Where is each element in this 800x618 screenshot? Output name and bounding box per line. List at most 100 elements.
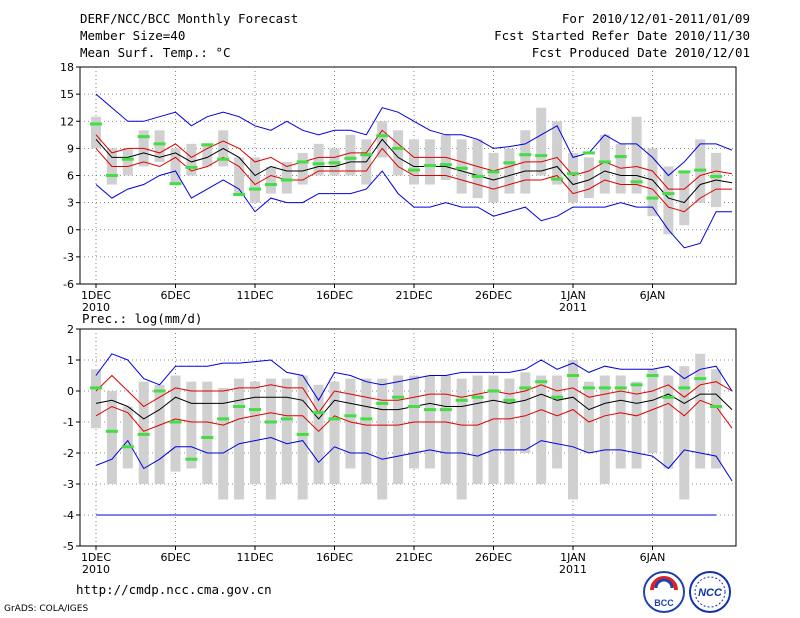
source-url[interactable]: http://cmdp.ncc.cma.gov.cn	[76, 582, 272, 597]
min-line	[95, 436, 733, 482]
observed-marker	[296, 432, 309, 436]
ensemble-box	[631, 116, 642, 194]
observed-marker	[233, 192, 246, 196]
x-tick-label: 1DEC	[81, 551, 111, 564]
observed-marker	[678, 170, 691, 174]
chart-title: DERF/NCC/BCC Monthly Forecast	[80, 11, 299, 26]
plot-frame	[79, 328, 737, 547]
ensemble-box	[377, 378, 388, 500]
observed-marker	[137, 135, 150, 139]
observed-marker	[312, 162, 325, 166]
observed-marker	[90, 122, 102, 126]
observed-marker	[201, 143, 214, 147]
ensemble-box	[250, 381, 260, 484]
ensemble-box	[679, 366, 690, 500]
ensemble-box	[663, 166, 674, 235]
observed-marker	[328, 161, 341, 165]
observed-marker	[614, 155, 627, 159]
min-line	[95, 170, 732, 249]
ensemble-box	[281, 378, 292, 484]
y-tick-label: 6	[67, 170, 74, 183]
ensemble-box	[568, 360, 578, 500]
ensemble-box	[647, 369, 658, 453]
ensemble-box	[345, 134, 356, 176]
ensemble-box	[186, 381, 197, 469]
y-tick-label: -3	[63, 251, 74, 264]
ensemble-box	[250, 157, 260, 203]
ensemble-box	[583, 157, 594, 199]
ensemble-box	[472, 139, 483, 199]
x-tick-label: 1JAN	[560, 289, 586, 302]
x-tick-label: 26DEC	[475, 551, 512, 564]
x-tick-label: 16DEC	[316, 289, 353, 302]
y-tick-label: -5	[63, 540, 74, 553]
ensemble-box	[456, 378, 467, 500]
ensemble-box	[472, 375, 483, 484]
precipitation-panel: Prec.: log(mm/d)-5-4-3-2-10121DEC20106DE…	[63, 311, 737, 576]
x-tick-label: 6JAN	[640, 289, 666, 302]
ensemble-box	[393, 130, 404, 176]
observed-marker	[710, 405, 723, 408]
observed-marker	[487, 389, 500, 393]
ncc-logo-text: NCC	[698, 587, 723, 599]
q75-line	[95, 374, 733, 414]
ensemble-box	[599, 134, 610, 194]
x-tick-label: 16DEC	[316, 551, 353, 564]
observed-marker	[169, 182, 182, 186]
y-tick-label: 18	[60, 61, 74, 74]
observed-marker	[455, 398, 468, 402]
observed-marker	[280, 417, 293, 421]
bcc-logo: BCC	[643, 571, 685, 613]
ensemble-box	[122, 148, 133, 176]
ensemble-box	[679, 170, 690, 226]
observed-marker	[598, 160, 611, 164]
y-tick-label: 15	[60, 88, 74, 101]
observed-marker	[233, 405, 246, 408]
ensemble-box	[234, 378, 245, 500]
observed-marker	[392, 146, 405, 150]
observed-marker	[471, 174, 484, 178]
observed-marker	[169, 420, 182, 424]
observed-marker	[439, 163, 452, 167]
observed-marker	[710, 174, 723, 178]
y-tick-label: -2	[63, 447, 74, 460]
ensemble-box	[424, 139, 435, 185]
ensemble-box	[631, 381, 642, 469]
ensemble-box	[329, 381, 340, 484]
observed-marker	[408, 168, 420, 172]
ensemble-box	[568, 152, 578, 203]
x-tick-label: 1DEC	[81, 289, 111, 302]
ensemble-box	[488, 375, 499, 484]
ensemble-box	[583, 381, 594, 453]
observed-marker	[551, 177, 564, 181]
ensemble-box	[297, 152, 308, 185]
observed-marker	[646, 374, 659, 377]
ensemble-box	[265, 378, 276, 500]
observed-marker	[105, 174, 118, 177]
ensemble-box	[536, 375, 547, 484]
observed-marker	[360, 153, 373, 157]
ensemble-box	[281, 161, 292, 194]
x-tick-year: 2011	[559, 563, 587, 576]
y-tick-label: 0	[67, 385, 74, 398]
observed-marker	[519, 153, 532, 157]
x-tick-label: 1JAN	[560, 551, 586, 564]
ensemble-box	[504, 378, 515, 484]
observed-marker	[423, 164, 436, 168]
x-tick-label: 6DEC	[160, 551, 190, 564]
q25-line	[95, 147, 732, 213]
observed-marker	[487, 170, 500, 174]
ensemble-box	[265, 166, 276, 194]
observed-marker	[264, 183, 277, 187]
observed-marker	[344, 156, 357, 160]
observed-marker	[455, 166, 468, 170]
observed-marker	[121, 157, 134, 161]
observed-marker	[646, 196, 659, 200]
observed-marker	[376, 401, 389, 405]
ensemble-box	[536, 107, 547, 176]
x-tick-label: 11DEC	[236, 551, 273, 564]
observed-marker	[153, 142, 166, 146]
ncc-logo: NCC	[689, 571, 731, 613]
observed-marker	[423, 408, 436, 412]
